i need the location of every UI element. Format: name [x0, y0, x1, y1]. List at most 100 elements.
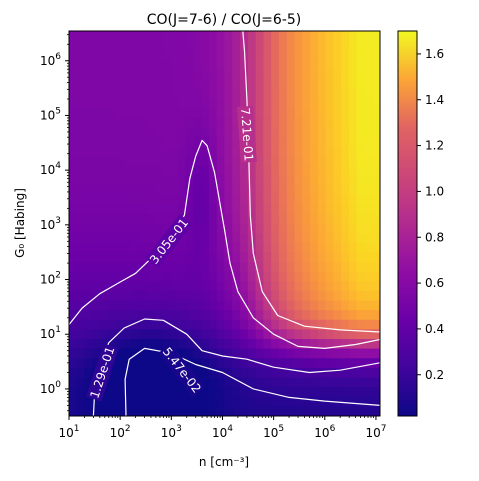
heatmap-cell [294, 185, 303, 196]
heatmap-cell [302, 358, 311, 369]
heatmap-cell [162, 156, 171, 167]
heatmap-cell [92, 117, 101, 128]
heatmap-cell [76, 252, 86, 263]
heatmap-cell [138, 50, 148, 61]
heatmap-cell [240, 69, 249, 80]
heatmap-cell [185, 358, 195, 369]
heatmap-cell [154, 156, 163, 167]
heatmap-cell [341, 252, 350, 263]
heatmap-cell [271, 165, 280, 176]
heatmap-cell [170, 146, 179, 157]
heatmap-cell [310, 339, 319, 350]
heatmap-cell [107, 367, 117, 379]
contour-label: 7.21e-01 [238, 107, 256, 162]
heatmap-cell [317, 194, 327, 205]
heatmap-cell [240, 31, 249, 42]
heatmap-cell [286, 79, 296, 90]
heatmap-cell [131, 281, 140, 292]
heatmap-cell [69, 40, 78, 51]
heatmap-cell [356, 300, 366, 311]
heatmap-cell [84, 262, 93, 273]
heatmap-cell [317, 69, 327, 80]
heatmap-cell [154, 387, 163, 398]
heatmap-cell [263, 117, 272, 128]
heatmap-cell [333, 108, 342, 119]
heatmap-cell [115, 396, 125, 407]
heatmap-cell [224, 396, 233, 407]
heatmap-cell [84, 281, 93, 292]
heatmap-cell [201, 213, 210, 225]
heatmap-cell [69, 233, 78, 244]
heatmap-cell [185, 194, 195, 205]
heatmap-cell [348, 108, 358, 119]
heatmap-cell [123, 59, 132, 71]
heatmap-cell [131, 377, 140, 388]
colorbar-tick-label: 0.2 [425, 368, 444, 382]
heatmap-cell [255, 194, 264, 205]
heatmap-cell [317, 156, 327, 167]
heatmap-cell [131, 79, 140, 90]
heatmap-cell [325, 136, 334, 148]
heatmap-cell [115, 262, 125, 273]
heatmap-cell [69, 88, 78, 99]
heatmap-cell [348, 98, 358, 109]
heatmap-cell [146, 329, 156, 340]
heatmap-cell [224, 242, 233, 253]
heatmap-cell [76, 358, 86, 369]
heatmap-cell [131, 358, 140, 369]
heatmap-cell [193, 31, 202, 42]
heatmap-cell [201, 136, 210, 148]
heatmap-cell [146, 98, 156, 109]
heatmap-cell [364, 165, 373, 176]
heatmap-cell [232, 406, 241, 416]
heatmap-cell [247, 262, 257, 273]
heatmap-cell [341, 377, 350, 388]
heatmap-cell [247, 50, 257, 61]
heatmap-cell [247, 165, 257, 176]
heatmap-cell [372, 310, 380, 321]
heatmap-cell [302, 88, 311, 99]
heatmap-cell [185, 329, 195, 340]
heatmap-cell [84, 79, 93, 90]
heatmap-cell [232, 194, 241, 205]
heatmap-cell [123, 40, 132, 51]
heatmap-cell [84, 88, 93, 99]
heatmap-cell [138, 79, 148, 90]
heatmap-cell [348, 79, 358, 90]
heatmap-cell [310, 185, 319, 196]
heatmap-cell [138, 127, 148, 138]
heatmap-cell [310, 271, 319, 282]
heatmap-cell [286, 358, 296, 369]
heatmap-cell [356, 31, 366, 42]
heatmap-cell [138, 59, 148, 71]
heatmap-cell [216, 108, 226, 119]
heatmap-cell [177, 136, 187, 148]
heatmap-cell [177, 31, 187, 42]
heatmap-cell [364, 31, 373, 42]
heatmap-cell [208, 50, 218, 61]
heatmap-cell [123, 290, 132, 302]
heatmap-cell [138, 69, 148, 80]
heatmap-cell [138, 387, 148, 398]
heatmap-cell [240, 281, 249, 292]
heatmap-cell [317, 329, 327, 340]
heatmap-cell [69, 387, 78, 398]
heatmap-cell [138, 223, 148, 234]
heatmap-cell [193, 79, 202, 90]
contour-label-gap [158, 343, 206, 398]
heatmap-cell [348, 281, 358, 292]
heatmap-cell [302, 40, 311, 51]
heatmap-cell [263, 310, 272, 321]
heatmap-cell [146, 213, 156, 225]
heatmap-cell [84, 117, 93, 128]
heatmap-cell [232, 175, 241, 186]
heatmap-cell [247, 358, 257, 369]
heatmap-cell [325, 329, 334, 340]
heatmap-cell [193, 223, 202, 234]
heatmap-cell [302, 329, 311, 340]
heatmap-cell [325, 348, 334, 359]
heatmap-cell [154, 175, 163, 186]
heatmap-cell [76, 377, 86, 388]
heatmap-cell [138, 146, 148, 157]
colorbar-tick-label: 0.4 [425, 322, 444, 336]
